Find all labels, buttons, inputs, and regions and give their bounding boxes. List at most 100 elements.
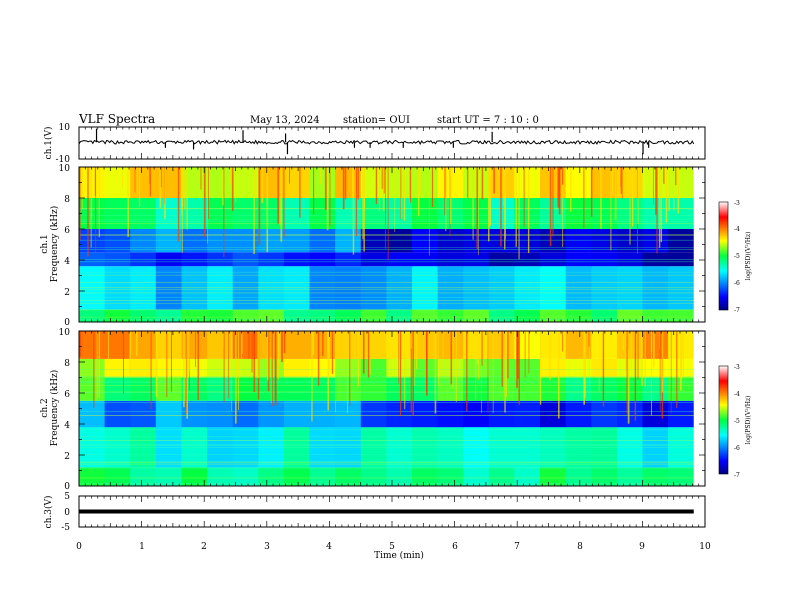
xtick-10: 10 — [699, 542, 711, 552]
ch2-spec-cell — [514, 467, 541, 486]
ch1-spec-no-data — [693, 167, 705, 322]
ch1-cbar-tick-m6: -6 — [734, 280, 740, 287]
ch1-spec-cell — [412, 309, 439, 322]
ch2-spec-cell — [591, 358, 618, 378]
ch2-spec-cell — [335, 331, 362, 359]
ch1-spec-cell — [283, 266, 311, 310]
ch1-spec-cell — [642, 266, 669, 310]
ch2-spec-cell — [565, 358, 592, 378]
date-label: May 13, 2024 — [250, 115, 320, 126]
ch1-spec-cell — [514, 266, 541, 310]
xtick-3: 3 — [264, 542, 270, 552]
ch2-spec-cell — [386, 400, 413, 428]
ch2-spec-cell — [130, 358, 157, 378]
ch2-spec-cell — [386, 358, 413, 378]
ch1-spec-cell — [488, 198, 515, 229]
ch1-spectrogram-panel: 10 8 6 4 2 0 ch.1 Frequency (kHz) — [40, 164, 706, 328]
ch1-spec-cell — [335, 167, 362, 198]
ch1-spec-cell — [591, 167, 618, 198]
ch1-spec-cell — [591, 229, 618, 253]
ch2-spec-cell — [514, 400, 541, 428]
ch1-spec-cell — [514, 229, 541, 253]
ch1-frequency-ylabel: Frequency (kHz) — [49, 206, 60, 283]
ch2-spec-cell — [514, 377, 541, 401]
ch2-colorbar: -3 -4 -5 -6 -7 log(PSD)(V²/Hz) — [718, 364, 752, 479]
ch1-spec-cell — [104, 229, 131, 253]
ch1-spec-cell — [104, 266, 131, 310]
ch2-spec-cell — [540, 400, 567, 428]
ch1-spec-cell — [79, 229, 106, 253]
ch1-spec-cell — [130, 198, 157, 229]
ch2-cbar-tick-m3: -3 — [734, 364, 740, 371]
ch2-spec-cell — [360, 400, 387, 428]
ch2-spec-cell — [181, 377, 208, 401]
ch2-cbar-tick-m7: -7 — [734, 472, 740, 479]
ch1-spec-cell — [79, 167, 106, 198]
ch1-spec-cell — [309, 309, 336, 322]
ch1-colorbar: -3 -4 -5 -6 -7 log(PSD)(V²/Hz) — [718, 200, 752, 314]
ch2-spec-cell — [591, 400, 618, 428]
ch2-spec-cell — [309, 358, 336, 378]
ch1-spec-cell — [565, 167, 592, 198]
ch2-spec-cell — [616, 331, 644, 359]
ch1-spec-cell — [283, 167, 311, 198]
ch2-spec-cell — [258, 467, 285, 486]
ch1-spec-cell — [642, 309, 669, 322]
ch2-spec-cell — [437, 467, 464, 486]
ch1-spec-cell — [488, 229, 515, 253]
time-axis-ticks — [78, 127, 706, 527]
ch1-spec-cell — [386, 167, 413, 198]
ch2-spec-cell — [335, 467, 362, 486]
ch2-spec-cell — [207, 400, 234, 428]
ch1-spec-cell — [309, 229, 336, 253]
ch2-spec-cell — [130, 377, 157, 401]
ch2-spec-cell — [565, 400, 592, 428]
ch2-spec-cell — [488, 377, 515, 401]
ch2-spec-cell — [258, 400, 285, 428]
ch1-spec-cell — [412, 229, 439, 253]
ch2-cbar-tick-m4: -4 — [734, 391, 740, 398]
ch2-spec-cell — [642, 400, 669, 428]
ch2-spec-cell — [283, 377, 311, 401]
ch1-spec-cell — [79, 309, 106, 322]
ch1-spec-cell — [668, 167, 695, 198]
ch2-spec-cell — [412, 400, 439, 428]
ch1-spec-cell — [130, 309, 157, 322]
ch1-spec-cell — [207, 167, 234, 198]
ch2-spec-cell — [488, 400, 515, 428]
ch2-spec-cell — [565, 467, 592, 486]
ch1-spec-cell — [437, 266, 464, 310]
ch1-waveform-line — [78, 139, 695, 146]
ch1-spec-cell — [616, 309, 644, 322]
ch1-cbar-tick-m4: -4 — [734, 226, 740, 233]
ch1-spec-cell — [412, 198, 439, 229]
ch1-spec-cell — [463, 198, 490, 229]
ch1-spec-cell — [335, 266, 362, 310]
ch1-spec-cell — [232, 229, 259, 253]
ch1-spec-cell — [386, 198, 413, 229]
ch2-spec-cell — [412, 358, 439, 378]
ch1-spec-cell — [360, 309, 387, 322]
ch1-spec-cell — [130, 266, 157, 310]
ch1-spec-cell — [668, 266, 695, 310]
ch2-spec-cell — [155, 467, 182, 486]
ch1-ytick-6: 6 — [64, 226, 70, 236]
ch2-spec-cell — [309, 400, 336, 428]
ch1-spec-cell — [668, 229, 695, 253]
ch1-spec-cell — [437, 229, 464, 253]
ch1-spec-cell — [668, 309, 695, 322]
ch1-spec-cell — [463, 167, 490, 198]
xtick-4: 4 — [326, 542, 332, 552]
ch2-spec-cell — [335, 358, 362, 378]
ch3-waveform-panel: 5 0 -5 ch.3(V) — [43, 492, 706, 533]
ch1-spec-cell — [181, 198, 208, 229]
ch2-spec-cell — [181, 331, 208, 359]
ch2-spec-cell — [360, 331, 387, 359]
ch2-spec-cell — [181, 467, 208, 486]
ch1-spec-cell — [181, 229, 208, 253]
xtick-9: 9 — [639, 542, 645, 552]
ch3-ytick-mid: 0 — [64, 508, 70, 518]
ch1-spec-cell — [668, 198, 695, 229]
xtick-6: 6 — [452, 542, 458, 552]
ch2-spec-cell — [668, 400, 695, 428]
